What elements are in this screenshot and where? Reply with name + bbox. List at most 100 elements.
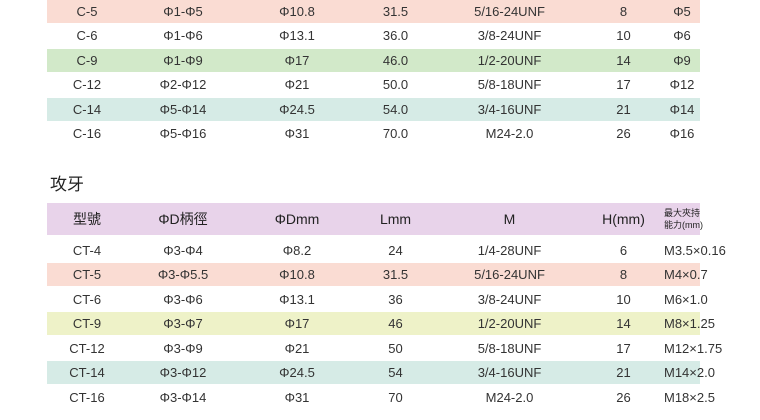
shank-cell: Φ5-Φ16 xyxy=(159,126,207,141)
capacity-cell: M6×1.0 xyxy=(664,292,708,307)
column-header: ΦDmm xyxy=(274,211,320,227)
shank-cell: Φ1-Φ6 xyxy=(163,28,203,43)
thread-cell: 3/8-24UNF xyxy=(477,28,542,43)
height-cell: 6 xyxy=(619,243,628,258)
diameter-cell: Φ10.8 xyxy=(279,267,315,282)
table-row: CT-4 Φ3-Φ4 Φ8.2 24 1/4-28UNF 6 M3.5×0.16 xyxy=(47,239,726,262)
thread-cell: 5/16-24UNF xyxy=(474,267,545,282)
height-cell: 21 xyxy=(616,365,631,380)
diameter-cell: Φ31 xyxy=(284,126,310,141)
column-header: ΦD柄徑 xyxy=(158,211,208,227)
capacity-cell: M14×2.0 xyxy=(664,365,715,380)
table-row: C-5 Φ1-Φ5 Φ10.8 31.5 5/16-24UNF 8 Φ5 xyxy=(47,0,700,23)
length-cell: 31.5 xyxy=(382,4,409,19)
table-row: CT-6 Φ3-Φ6 Φ13.1 36 3/8-24UNF 10 M6×1.0 xyxy=(47,288,708,311)
diameter-cell: Φ13.1 xyxy=(279,28,315,43)
table-row: CT-16 Φ3-Φ14 Φ31 70 M24-2.0 26 M18×2.5 xyxy=(47,386,715,409)
model-cell: C-5 xyxy=(76,4,98,19)
length-cell: 24 xyxy=(388,243,403,258)
capacity-cell: Φ14 xyxy=(669,102,695,117)
shank-cell: Φ1-Φ5 xyxy=(163,4,203,19)
diameter-cell: Φ21 xyxy=(284,341,310,356)
table-row: C-6 Φ1-Φ6 Φ13.1 36.0 3/8-24UNF 10 Φ6 xyxy=(47,24,700,47)
diameter-cell: Φ8.2 xyxy=(282,243,312,258)
shank-cell: Φ3-Φ12 xyxy=(159,365,207,380)
column-header: Lmm xyxy=(379,211,412,227)
thread-cell: 5/8-18UNF xyxy=(477,77,542,92)
shank-cell: Φ3-Φ4 xyxy=(163,243,203,258)
model-cell: C-12 xyxy=(72,77,102,92)
diameter-cell: Φ31 xyxy=(284,390,310,405)
diameter-cell: Φ17 xyxy=(284,53,310,68)
length-cell: 54 xyxy=(388,365,403,380)
height-cell: 8 xyxy=(619,267,628,282)
shank-cell: Φ3-Φ7 xyxy=(163,316,203,331)
height-cell: 8 xyxy=(619,4,628,19)
model-cell: C-14 xyxy=(72,102,102,117)
length-cell: 70.0 xyxy=(382,126,409,141)
shank-cell: Φ3-Φ9 xyxy=(163,341,203,356)
capacity-cell: Φ16 xyxy=(669,126,695,141)
capacity-cell: M3.5×0.16 xyxy=(664,243,726,258)
table-row: CT-9 Φ3-Φ7 Φ17 46 1/2-20UNF 14 M8×1.25 xyxy=(47,312,715,335)
shank-cell: Φ3-Φ5.5 xyxy=(157,267,209,282)
table-row: CT-14 Φ3-Φ12 Φ24.5 54 3/4-16UNF 21 M14×2… xyxy=(47,361,715,384)
model-cell: C-9 xyxy=(76,53,98,68)
model-cell: CT-4 xyxy=(72,243,102,258)
height-cell: 17 xyxy=(616,77,631,92)
column-header: M xyxy=(503,211,516,227)
diameter-cell: Φ10.8 xyxy=(279,4,315,19)
diameter-cell: Φ13.1 xyxy=(279,292,315,307)
header-line: 能力(mm) xyxy=(664,220,703,230)
column-header: H(mm) xyxy=(602,211,645,227)
shank-cell: Φ5-Φ14 xyxy=(159,102,207,117)
capacity-cell: M12×1.75 xyxy=(664,341,723,356)
length-cell: 50.0 xyxy=(382,77,409,92)
table-row: CT-5 Φ3-Φ5.5 Φ10.8 31.5 5/16-24UNF 8 M4×… xyxy=(47,263,708,286)
thread-cell: 3/8-24UNF xyxy=(477,292,542,307)
length-cell: 36.0 xyxy=(382,28,409,43)
length-cell: 46.0 xyxy=(382,53,409,68)
shank-cell: Φ3-Φ14 xyxy=(159,390,207,405)
shank-cell: Φ1-Φ9 xyxy=(163,53,203,68)
height-cell: 26 xyxy=(616,126,631,141)
thread-cell: 3/4-16UNF xyxy=(477,365,542,380)
length-cell: 70 xyxy=(388,390,403,405)
thread-cell: 3/4-16UNF xyxy=(477,102,542,117)
length-cell: 54.0 xyxy=(382,102,409,117)
height-cell: 10 xyxy=(616,28,631,43)
height-cell: 14 xyxy=(616,53,631,68)
length-cell: 36 xyxy=(388,292,403,307)
height-cell: 26 xyxy=(616,390,631,405)
diameter-cell: Φ21 xyxy=(284,77,310,92)
model-cell: CT-12 xyxy=(69,341,105,356)
thread-cell: 5/16-24UNF xyxy=(474,4,545,19)
model-cell: CT-16 xyxy=(69,390,105,405)
table-row: C-12 Φ2-Φ12 Φ21 50.0 5/8-18UNF 17 Φ12 xyxy=(47,73,700,96)
capacity-cell: M18×2.5 xyxy=(664,390,715,405)
table-row: CT-12 Φ3-Φ9 Φ21 50 5/8-18UNF 17 M12×1.75 xyxy=(47,337,723,360)
capacity-cell: M8×1.25 xyxy=(664,316,715,331)
diameter-cell: Φ17 xyxy=(284,316,310,331)
model-cell: C-6 xyxy=(76,28,98,43)
diameter-cell: Φ24.5 xyxy=(279,365,315,380)
height-cell: 10 xyxy=(616,292,631,307)
model-cell: CT-14 xyxy=(69,365,105,380)
height-cell: 14 xyxy=(616,316,631,331)
header-line: 最大夾持 xyxy=(664,208,701,218)
thread-cell: 1/2-20UNF xyxy=(477,53,542,68)
table-row: C-14 Φ5-Φ14 Φ24.5 54.0 3/4-16UNF 21 Φ14 xyxy=(47,98,700,121)
section-heading: 攻牙 xyxy=(50,175,84,195)
table-row: C-16 Φ5-Φ16 Φ31 70.0 M24-2.0 26 Φ16 xyxy=(47,122,700,145)
length-cell: 31.5 xyxy=(382,267,409,282)
length-cell: 46 xyxy=(388,316,403,331)
column-header: 型號 xyxy=(73,211,101,227)
length-cell: 50 xyxy=(388,341,403,356)
table-header-row: 型號 ΦD柄徑 ΦDmm Lmm M H(mm) 最大夾持 能力(mm) xyxy=(47,203,703,235)
shank-cell: Φ2-Φ12 xyxy=(159,77,207,92)
table-row: C-9 Φ1-Φ9 Φ17 46.0 1/2-20UNF 14 Φ9 xyxy=(47,49,700,72)
thread-cell: 1/2-20UNF xyxy=(477,316,542,331)
thread-cell: 5/8-18UNF xyxy=(477,341,542,356)
capacity-cell: Φ5 xyxy=(673,4,691,19)
model-cell: CT-6 xyxy=(72,292,102,307)
